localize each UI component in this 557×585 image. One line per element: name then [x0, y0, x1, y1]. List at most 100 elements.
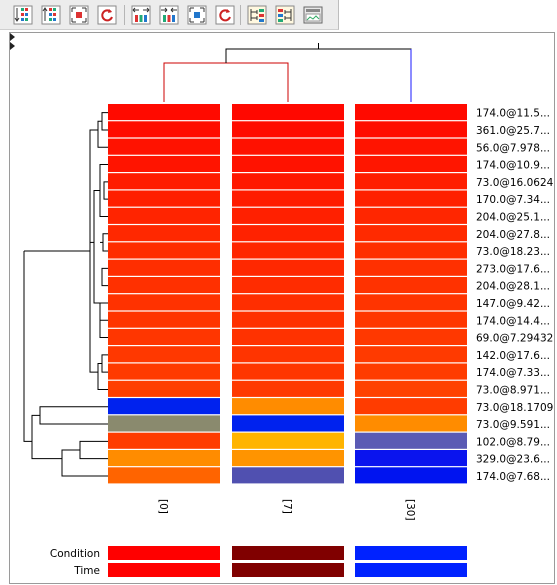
heatmap-cell[interactable]: [355, 242, 467, 259]
heatmap-cell[interactable]: [108, 432, 220, 449]
heatmap-cell[interactable]: [232, 398, 344, 415]
heatmap-cell[interactable]: [232, 225, 344, 242]
sort-rows-button[interactable]: [12, 4, 34, 26]
refresh-rows-icon: [97, 5, 117, 25]
heatmap-cell[interactable]: [232, 155, 344, 172]
heatmap-cell[interactable]: [232, 190, 344, 207]
tree-layout-button[interactable]: [246, 4, 268, 26]
heatmap-cell[interactable]: [232, 380, 344, 397]
heatmap-cell[interactable]: [232, 173, 344, 190]
heatmap-cell[interactable]: [355, 294, 467, 311]
heatmap-cell[interactable]: [355, 138, 467, 155]
legend-swatch: [232, 563, 344, 577]
fit-columns-button[interactable]: [186, 4, 208, 26]
heatmap-cell[interactable]: [232, 259, 344, 276]
expand-columns-button[interactable]: [130, 4, 152, 26]
heatmap-cell[interactable]: [232, 277, 344, 294]
heatmap-cell[interactable]: [108, 467, 220, 484]
heatmap-cell[interactable]: [232, 467, 344, 484]
toolbar: [0, 0, 339, 30]
panel-expand-marker[interactable]: [10, 42, 15, 50]
heatmap-cell[interactable]: [355, 311, 467, 328]
row-label: 204.0@25.1...: [476, 211, 550, 223]
row-label: 147.0@9.42...: [476, 298, 550, 310]
legend-swatch: [108, 546, 220, 560]
row-dendrogram-branch: [103, 181, 108, 200]
row-label: 273.0@17.6...: [476, 263, 550, 275]
heatmap-cell[interactable]: [232, 207, 344, 224]
image-export-button[interactable]: [302, 4, 324, 26]
heatmap-cell[interactable]: [355, 225, 467, 242]
heatmap-cell[interactable]: [108, 207, 220, 224]
heatmap-cell[interactable]: [232, 450, 344, 467]
heatmap-cell[interactable]: [232, 121, 344, 138]
heatmap-cell[interactable]: [355, 155, 467, 172]
row-label: 329.0@23.6...: [476, 454, 550, 466]
heatmap-cell[interactable]: [355, 450, 467, 467]
heatmap-cell[interactable]: [108, 380, 220, 397]
heatmap-cell[interactable]: [108, 225, 220, 242]
heatmap-cell[interactable]: [355, 121, 467, 138]
row-label: 142.0@17.6...: [476, 350, 550, 362]
heatmap-cell[interactable]: [108, 450, 220, 467]
row-label: 174.0@7.68...: [476, 471, 550, 483]
heatmap-cell[interactable]: [108, 363, 220, 380]
row-label: 170.0@7.34...: [476, 194, 550, 206]
heatmap-cell[interactable]: [108, 138, 220, 155]
heatmap-view: 174.0@11.5... 361.0@25.7... 56.0@7.978... 1…: [23, 43, 554, 577]
collapse-columns-button[interactable]: [158, 4, 180, 26]
heatmap-cell[interactable]: [108, 415, 220, 432]
heatmap-cell[interactable]: [108, 242, 220, 259]
heatmap-cell[interactable]: [108, 398, 220, 415]
heatmap-cell[interactable]: [355, 432, 467, 449]
heatmap-cell[interactable]: [355, 190, 467, 207]
sort-rows-alt-button[interactable]: [40, 4, 62, 26]
heatmap-cell[interactable]: [355, 467, 467, 484]
heatmap-cell[interactable]: [355, 104, 467, 121]
heatmap-cell[interactable]: [232, 294, 344, 311]
legend-swatch: [108, 563, 220, 577]
refresh-rows-button[interactable]: [96, 4, 118, 26]
heatmap-cell[interactable]: [232, 346, 344, 363]
heatmap-cell[interactable]: [232, 432, 344, 449]
heatmap-cell[interactable]: [355, 346, 467, 363]
heatmap-cell[interactable]: [232, 104, 344, 121]
heatmap-cell[interactable]: [355, 363, 467, 380]
heatmap-cell[interactable]: [232, 138, 344, 155]
sort-rows-alt-icon: [41, 5, 61, 25]
column-dendrogram-branch: [163, 62, 289, 102]
panel-collapse-marker[interactable]: [10, 33, 15, 41]
heatmap-cell[interactable]: [355, 415, 467, 432]
fit-rows-button[interactable]: [68, 4, 90, 26]
heatmap-cell[interactable]: [108, 294, 220, 311]
heatmap-cell[interactable]: [232, 242, 344, 259]
tree-layout-alt-button[interactable]: [274, 4, 296, 26]
heatmap-cell[interactable]: [108, 104, 220, 121]
heatmap-cell[interactable]: [108, 277, 220, 294]
heatmap-cell[interactable]: [355, 259, 467, 276]
heatmap-cell[interactable]: [108, 173, 220, 190]
legend-swatch: [232, 546, 344, 560]
heatmap-cell[interactable]: [232, 328, 344, 345]
heatmap-cell[interactable]: [108, 190, 220, 207]
heatmap-cell[interactable]: [108, 311, 220, 328]
row-dendrogram-branch: [61, 449, 108, 477]
heatmap-cell[interactable]: [232, 363, 344, 380]
heatmap-cell[interactable]: [108, 121, 220, 138]
heatmap-cell[interactable]: [355, 398, 467, 415]
refresh-columns-button[interactable]: [214, 4, 236, 26]
heatmap-cell[interactable]: [108, 328, 220, 345]
heatmap-cell[interactable]: [232, 415, 344, 432]
heatmap-cell[interactable]: [108, 346, 220, 363]
legend-swatch: [355, 546, 467, 560]
heatmap-cell[interactable]: [355, 380, 467, 397]
heatmap-cell[interactable]: [355, 173, 467, 190]
row-label: 56.0@7.978...: [476, 142, 550, 154]
heatmap-cell[interactable]: [355, 277, 467, 294]
heatmap-cell[interactable]: [355, 328, 467, 345]
heatmap-cell[interactable]: [108, 155, 220, 172]
heatmap-cell[interactable]: [232, 311, 344, 328]
row-dendrogram-branch: [101, 112, 108, 131]
heatmap-cell[interactable]: [108, 259, 220, 276]
heatmap-cell[interactable]: [355, 207, 467, 224]
